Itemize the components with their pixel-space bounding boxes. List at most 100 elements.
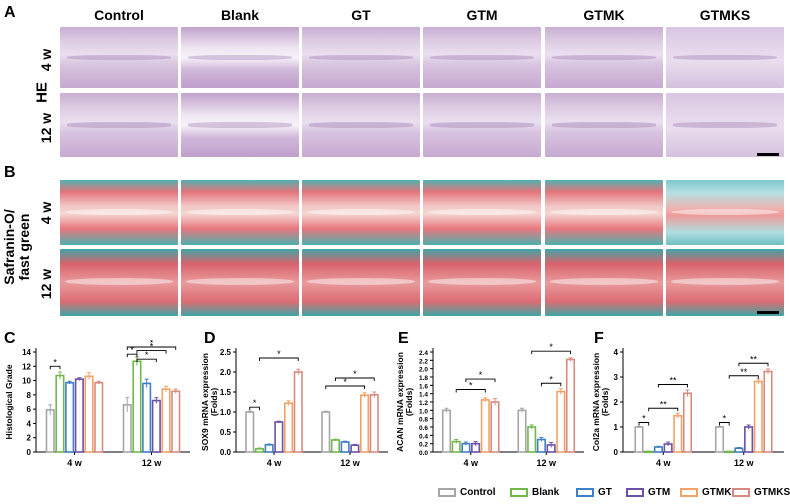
chart-d-bracket-1 — [259, 357, 299, 361]
chart-e-ytick-label-6: 1.2 — [419, 400, 428, 407]
column-header-gtmks: GTMKS — [699, 7, 751, 23]
chart-d-ytick-label-0: 0.0 — [220, 448, 232, 457]
chart-f-ylabel-line-1: (Folds) — [600, 388, 610, 416]
chart-c-ytick-label-5: 10 — [22, 377, 31, 386]
chart-d-ytick-label-3: 1.5 — [220, 388, 232, 397]
chart-c-ytick-label-0: 0 — [27, 448, 32, 457]
chart-f-bar-gtmk-1 — [753, 380, 763, 453]
chart-c-ytick-label-1: 2 — [27, 434, 32, 443]
column-header-blank: Blank — [220, 7, 260, 23]
legend-swatch-gtmk — [680, 487, 698, 497]
chart-f-bracket-0 — [638, 422, 650, 426]
chart-f-col2a: 0 1 2 3 4 Col2a mRNA expression(Folds) 4 w 12 w… — [591, 348, 784, 468]
chart-e-category-label-0: 4 w — [463, 458, 479, 468]
chart-f-significance-2: ** — [669, 376, 677, 386]
panel-letter-f: F — [594, 330, 604, 347]
chart-f-bar-gtmks-0 — [682, 392, 693, 453]
chart-c-bar-gt-1 — [142, 382, 152, 453]
chart-e-ytick-label-11: 2.2 — [419, 358, 428, 365]
chart-f-significance-1: ** — [660, 399, 668, 409]
chart-e-ytick-label-8: 1.6 — [419, 383, 428, 390]
chart-d-bar-blank-1 — [330, 439, 340, 453]
chart-f-ylabel-line-0: Col2a mRNA expression — [591, 353, 601, 451]
chart-d-bar-control-0 — [245, 411, 255, 453]
legend-swatch-gtmks — [732, 487, 750, 497]
so-tile-gtm-12w — [423, 249, 541, 316]
chart-f-bracket-2 — [657, 384, 688, 388]
chart-d-ytick-label-1: 0.5 — [220, 428, 232, 437]
chart-f-bracket-3 — [719, 422, 730, 426]
chart-d-ylabel-line-1: (Folds) — [209, 388, 219, 416]
chart-e-bar-blank-1 — [527, 426, 537, 453]
he-tile-control-4w — [60, 27, 178, 88]
chart-d-significance-3: * — [353, 369, 357, 379]
chart-c-ylabel: Histological Grade — [4, 364, 14, 439]
panel-letter-e: E — [398, 330, 409, 347]
chart-c-bar-gtmks-1 — [171, 390, 181, 453]
legend-item-gtmk: GTMK — [680, 484, 731, 500]
chart-e-significance-2: * — [549, 374, 553, 384]
chart-f-ylabel: Col2a mRNA expression(Folds) — [591, 353, 610, 451]
chart-f-ytick-label-3: 3 — [614, 373, 619, 382]
legend-label-gtm: GTM — [648, 486, 671, 498]
chart-d-bar-gtmk-1 — [360, 394, 370, 453]
chart-c-bar-blank-0 — [55, 374, 65, 453]
legend-item-gtmks: GTMKS — [732, 484, 790, 500]
chart-c-bracket-2 — [136, 358, 157, 363]
he-tile-control-12w — [60, 93, 178, 157]
column-header-control: Control — [94, 7, 144, 23]
legend-label-gtmks: GTMKS — [754, 486, 790, 498]
panel-letter-b: B — [4, 164, 16, 181]
chart-d-bar-gt-0 — [264, 444, 274, 453]
chart-f-bracket-4 — [728, 375, 759, 379]
legend-swatch-control — [438, 487, 456, 497]
legend-label-gtmk: GTMK — [702, 486, 732, 498]
he-tile-blank-12w — [181, 93, 299, 157]
chart-c-ytick-label-4: 8 — [27, 391, 32, 400]
so-tile-blank-12w — [181, 249, 299, 316]
legend-label-control: Control — [460, 486, 496, 498]
chart-d-bracket-2 — [325, 385, 365, 389]
row-label-safranin: Safranin-O/ fast green — [1, 192, 32, 302]
he-tile-gt-4w — [302, 27, 420, 88]
chart-e-ytick-label-7: 1.4 — [419, 392, 428, 399]
chart-c-ytick-label-2: 4 — [27, 419, 32, 428]
chart-d-significance-0: * — [253, 398, 257, 408]
chart-d-ytick-label-5: 2.5 — [220, 348, 232, 357]
so-tile-gtmks-12w — [666, 249, 784, 316]
chart-c-ytick-label-7: 14 — [22, 348, 31, 357]
chart-c-bar-control-0 — [45, 409, 55, 453]
chart-e-ytick-label-5: 1.0 — [419, 408, 428, 415]
legend-swatch-gt — [576, 487, 594, 497]
chart-f-ytick-label-2: 2 — [614, 398, 619, 407]
chart-d-bracket-0 — [249, 406, 260, 411]
chart-d-bar-gtm-0 — [274, 421, 284, 453]
chart-e-ylabel: ACAN mRNA expression(Folds) — [395, 352, 414, 452]
chart-c-bar-gtm-0 — [74, 378, 84, 453]
so-tile-control-12w — [60, 249, 178, 316]
legend-label-gt: GT — [598, 486, 612, 498]
chart-d-bar-gt-1 — [340, 441, 350, 453]
he-tile-gtm-12w — [423, 93, 541, 157]
chart-d-ylabel: SOX9 mRNA expression(Folds) — [200, 353, 219, 451]
chart-e-ytick-label-2: 0.4 — [419, 433, 428, 440]
chart-e-significance-0: * — [469, 381, 473, 391]
chart-f-significance-5: ** — [750, 354, 758, 364]
row-label-so-12w: 12 w — [38, 268, 54, 300]
legend-item-control: Control — [438, 484, 496, 500]
so-tile-gt-12w — [302, 249, 420, 316]
column-header-gtm: GTM — [466, 7, 498, 23]
he-tile-gtmk-4w — [545, 27, 663, 88]
chart-c-significance-1: * — [130, 345, 134, 355]
he-tile-gtm-4w — [423, 27, 541, 88]
chart-e-ytick-label-4: 0.8 — [419, 417, 428, 424]
row-label-safranin-line1: Safranin-O/ — [1, 209, 17, 285]
chart-e-ylabel-line-1: (Folds) — [404, 388, 414, 416]
row-label-so-4w: 4 w — [38, 201, 54, 225]
legend-swatch-gtm — [626, 487, 644, 497]
chart-d-ylabel-line-0: SOX9 mRNA expression — [200, 353, 210, 451]
legend-item-blank: Blank — [510, 484, 559, 500]
chart-c-bracket-3 — [136, 350, 167, 354]
chart-f-ytick-label-0: 0 — [614, 448, 619, 457]
